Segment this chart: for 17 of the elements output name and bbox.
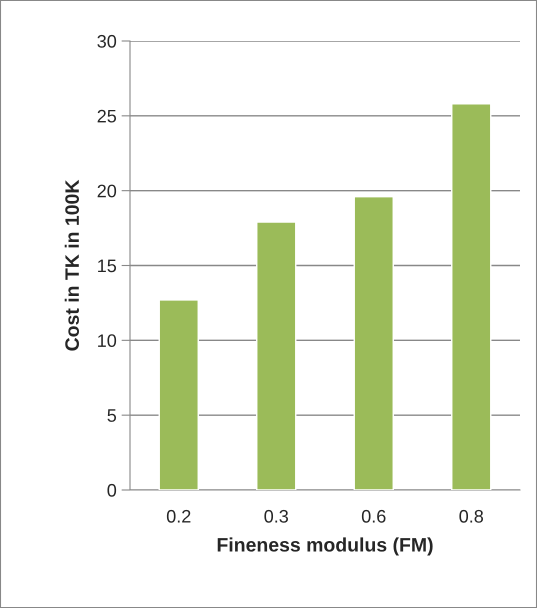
y-tick-label: 20 (98, 184, 116, 198)
y-tick-label: 0 (107, 484, 116, 497)
y-tick-label: 10 (98, 334, 116, 348)
y-tick-label: 30 (97, 34, 116, 48)
x-tick-label: 0.3 (264, 510, 288, 523)
x-tick-label: 0.6 (362, 510, 386, 523)
bar (256, 221, 296, 490)
y-tick-label: 15 (98, 260, 116, 272)
x-tick-label: 0.2 (166, 510, 190, 523)
y-tick-label: 25 (98, 110, 116, 123)
y-axis-title: Cost in TK in 100K (64, 180, 79, 351)
y-tick-label: 5 (107, 409, 116, 422)
bar (354, 196, 394, 490)
x-tick-label: 0.8 (459, 510, 484, 523)
bar (158, 299, 199, 490)
x-axis-title: Fineness modulus (FM) (218, 537, 433, 556)
bar (451, 103, 492, 490)
